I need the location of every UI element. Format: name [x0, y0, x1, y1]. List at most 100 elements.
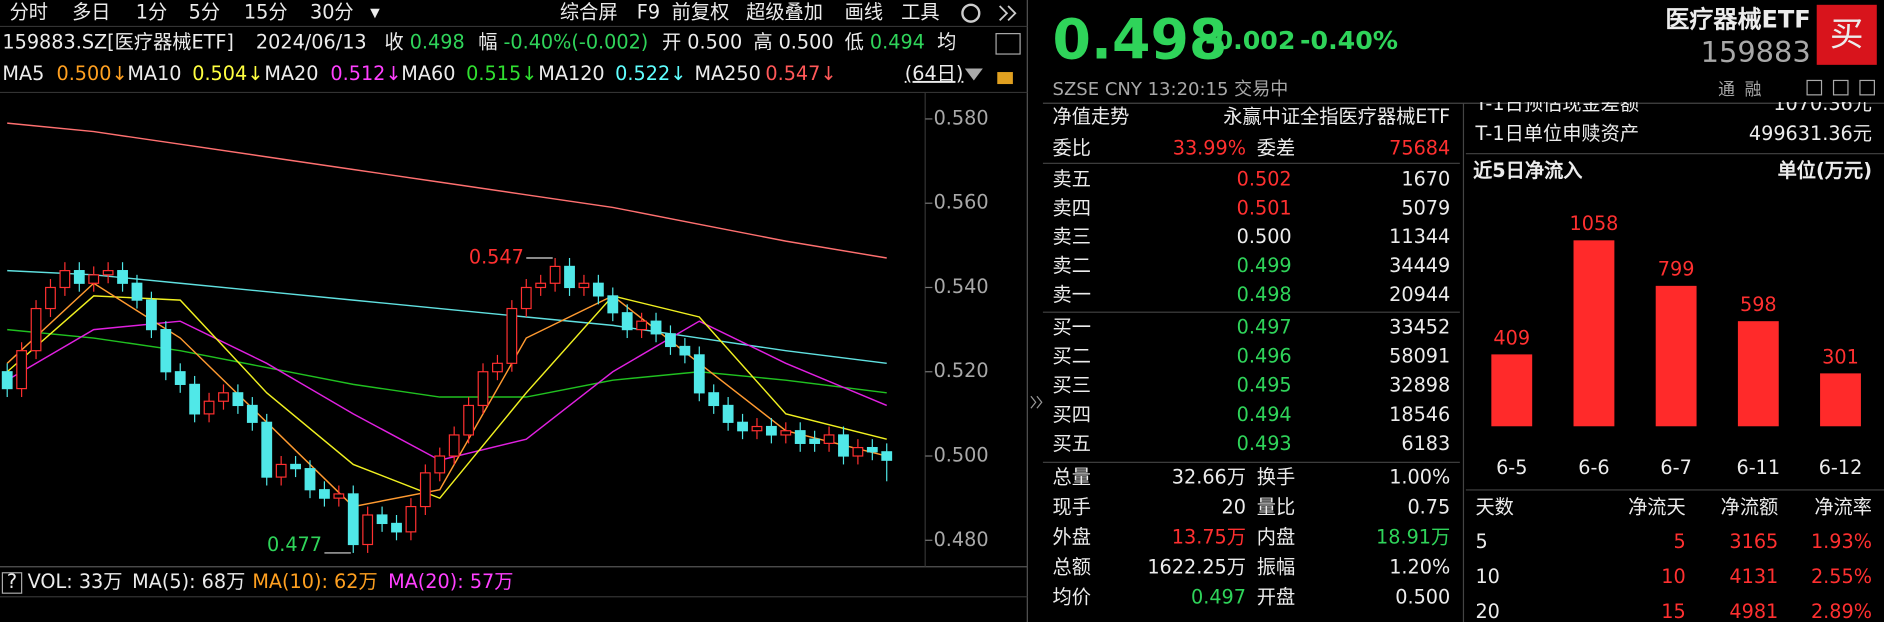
ask-price: 0.499	[1237, 254, 1292, 277]
bid-label: 买三	[1053, 374, 1091, 397]
bar	[1573, 240, 1615, 427]
info-avg-label: 均	[937, 31, 956, 54]
candle-body	[592, 282, 604, 297]
tool-icon[interactable]	[1859, 79, 1875, 96]
price: 0.498	[1053, 8, 1228, 72]
label: 委比	[1053, 136, 1091, 159]
candle-body	[751, 425, 763, 432]
vol-ma: MA(5): 68万	[132, 570, 245, 593]
bar-label: 799	[1658, 258, 1695, 281]
ask-volume: 5079	[1401, 196, 1450, 219]
ask-price: 0.502	[1237, 168, 1292, 191]
y-tick-label: 0.560	[934, 191, 989, 214]
ma-value: 0.500↓	[56, 62, 127, 85]
candle-body	[477, 371, 489, 407]
table-header: 天数	[1475, 495, 1513, 518]
expand-icon[interactable]	[1030, 395, 1043, 409]
tool-icon[interactable]	[1806, 79, 1823, 96]
ma-label: MA10	[127, 62, 181, 85]
collapse-icon[interactable]	[999, 5, 1017, 22]
header-mask	[1465, 72, 1884, 103]
candle-body	[636, 320, 648, 331]
candle-body	[693, 354, 705, 394]
stat-label: 外盘	[1053, 525, 1091, 548]
tab[interactable]: 5分	[189, 1, 220, 24]
info-value: 499631.36元	[1749, 122, 1872, 145]
bid-price: 0.496	[1237, 344, 1292, 367]
tool-button[interactable]: 画线	[845, 1, 883, 24]
security-name: 医疗器械ETF	[1665, 5, 1810, 33]
table-header: 净流天	[1628, 495, 1686, 518]
candle-body	[881, 451, 893, 461]
stat-value: 1622.25万	[1147, 555, 1246, 578]
stat-label: 总量	[1053, 465, 1091, 488]
high-annotation: 0.547	[469, 245, 524, 268]
tab[interactable]: 1分	[136, 1, 167, 24]
value: 75684	[1389, 136, 1450, 159]
stat-value: 18.91万	[1376, 525, 1450, 548]
candle-body	[765, 425, 777, 436]
info-amp-label: 幅	[478, 31, 497, 54]
stat-label: 现手	[1053, 495, 1091, 518]
y-tick-label: 0.580	[934, 106, 989, 129]
dropdown-icon[interactable]	[964, 68, 983, 81]
candle-body	[333, 493, 345, 499]
tab[interactable]: 分时	[10, 1, 48, 24]
tool-button[interactable]: 综合屏	[560, 1, 618, 24]
bar	[1820, 373, 1861, 427]
candle-body	[174, 371, 186, 385]
table-cell: 1.93%	[1811, 530, 1872, 553]
stat-label: 内盘	[1257, 525, 1295, 548]
candle-body	[520, 286, 532, 310]
tool-button[interactable]: F9	[637, 1, 660, 24]
candle-body	[708, 392, 720, 407]
stat-label: 开盘	[1257, 585, 1295, 608]
tool-icon[interactable]	[1832, 79, 1849, 96]
settings-icon[interactable]	[961, 3, 981, 23]
candle-body	[203, 400, 215, 415]
tool-button[interactable]: 工具	[901, 1, 939, 24]
tab[interactable]: 30分	[310, 1, 354, 24]
info-close: 0.498	[410, 31, 465, 54]
label: 委差	[1257, 136, 1295, 159]
tab[interactable]: 多日	[72, 1, 110, 24]
ask-volume: 11344	[1389, 225, 1450, 248]
help: ?	[7, 570, 17, 593]
tool-button[interactable]: 前复权	[672, 1, 730, 24]
bid-label: 买四	[1053, 403, 1091, 426]
ask-volume: 20944	[1389, 283, 1450, 306]
period[interactable]: (64日)	[905, 62, 964, 85]
ma-value: 0.547↓	[765, 62, 836, 85]
stat-value: 0.497	[1191, 585, 1246, 608]
table-cell: 4131	[1729, 565, 1778, 588]
bid-price: 0.493	[1237, 432, 1292, 455]
table-cell: 4981	[1729, 600, 1778, 622]
help-box[interactable]	[1, 572, 23, 594]
candle-body	[117, 270, 128, 284]
bid-volume: 6183	[1401, 432, 1450, 455]
candle-body	[838, 434, 849, 457]
tab[interactable]: ▾	[370, 1, 380, 24]
candle-body	[232, 392, 244, 407]
y-tick-label: 0.540	[934, 275, 989, 298]
candle-body	[88, 274, 100, 284]
bar	[1655, 285, 1697, 427]
tag: 融	[1745, 79, 1762, 99]
tool-button[interactable]: 超级叠加	[746, 1, 823, 24]
candle-body	[45, 286, 56, 310]
stat-value: 1.20%	[1389, 555, 1450, 578]
buy-button[interactable]	[1816, 4, 1877, 65]
wp-icon[interactable]	[995, 33, 1021, 55]
x-tick-label: 6-5	[1496, 456, 1527, 479]
stat-value: 1.00%	[1389, 465, 1450, 488]
table-cell: 3165	[1729, 530, 1778, 553]
tab[interactable]: 15分	[244, 1, 288, 24]
info-high: 0.500	[779, 31, 834, 54]
stat-value: 13.75万	[1172, 525, 1246, 548]
stat-label: 总额	[1053, 555, 1091, 578]
info-label: T-1日单位申赎资产	[1474, 122, 1639, 145]
candle-body	[665, 333, 676, 348]
vol-label: VOL: 33万	[28, 570, 123, 593]
candle-body	[607, 295, 619, 314]
ask-volume: 1670	[1401, 168, 1450, 191]
